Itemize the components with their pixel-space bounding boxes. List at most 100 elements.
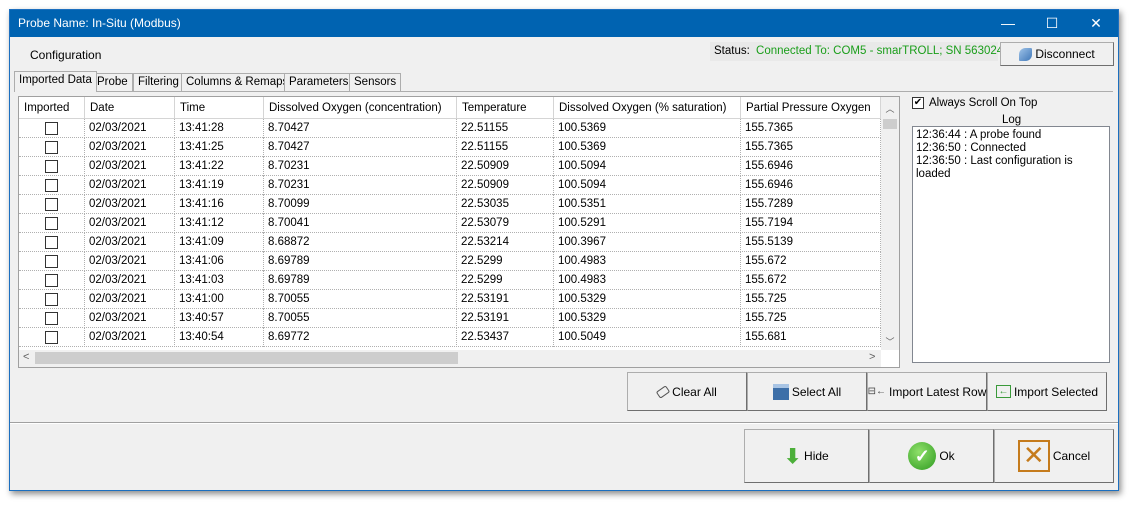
window-title: Probe Name: In-Situ (Modbus) bbox=[18, 16, 181, 30]
cancel-button[interactable]: ✕ Cancel bbox=[994, 429, 1114, 483]
table-cell: 02/03/2021 bbox=[85, 290, 175, 309]
table-row[interactable]: 02/03/2021 13:41:09 8.68872 22.53214 100.396… bbox=[19, 233, 881, 252]
log-title: Log bbox=[1002, 114, 1022, 126]
table-cell: 8.70427 bbox=[264, 119, 457, 138]
table-cell: 13:41:19 bbox=[175, 176, 264, 195]
imported-checkbox[interactable] bbox=[45, 160, 58, 173]
imported-checkbox[interactable] bbox=[45, 179, 58, 192]
imported-checkbox[interactable] bbox=[45, 274, 58, 287]
close-button[interactable]: ✕ bbox=[1090, 15, 1102, 31]
tab-sensors[interactable]: Sensors bbox=[349, 73, 402, 91]
column-header[interactable]: Partial Pressure Oxygen bbox=[741, 97, 881, 119]
table-cell: 100.5291 bbox=[554, 214, 741, 233]
table-cell: 100.5094 bbox=[554, 157, 741, 176]
table-cell: 02/03/2021 bbox=[85, 252, 175, 271]
scroll-down-icon[interactable]: ﹀ bbox=[885, 337, 895, 347]
table-row[interactable]: 02/03/2021 13:41:16 8.70099 22.53035 100.535… bbox=[19, 195, 881, 214]
tab-columns-remaps[interactable]: Columns & Remaps bbox=[181, 73, 294, 91]
table-row[interactable]: 02/03/2021 13:40:57 8.70055 22.53191 100.532… bbox=[19, 309, 881, 328]
table-row[interactable]: 02/03/2021 13:41:03 8.69789 22.5299 100.4983… bbox=[19, 271, 881, 290]
clear-all-button[interactable]: Clear All bbox=[627, 372, 747, 411]
hide-button[interactable]: ⬇ Hide bbox=[744, 429, 869, 483]
import-selected-button[interactable]: ← Import Selected bbox=[987, 372, 1107, 411]
table-cell: 8.70099 bbox=[264, 195, 457, 214]
select-all-button[interactable]: Select All bbox=[747, 372, 867, 411]
tab-filtering[interactable]: Filtering bbox=[133, 73, 184, 91]
table-row[interactable]: 02/03/2021 13:41:22 8.70231 22.50909 100.509… bbox=[19, 157, 881, 176]
imported-checkbox[interactable] bbox=[45, 331, 58, 344]
imported-checkbox[interactable] bbox=[45, 141, 58, 154]
checkbox-checked-icon[interactable]: ✔ bbox=[912, 97, 924, 109]
scroll-left-icon[interactable]: < bbox=[23, 351, 30, 363]
scroll-right-icon[interactable]: > bbox=[869, 351, 876, 363]
minimize-button[interactable]: — bbox=[1001, 15, 1015, 31]
import-latest-row-button[interactable]: ⊟← Import Latest Row bbox=[867, 372, 987, 411]
table-cell: 02/03/2021 bbox=[85, 309, 175, 328]
horizontal-scrollbar[interactable]: < > bbox=[19, 350, 881, 367]
column-header[interactable]: Dissolved Oxygen (% saturation) bbox=[554, 97, 741, 119]
table-cell: 155.5139 bbox=[741, 233, 881, 252]
always-scroll-checkbox[interactable]: ✔ Always Scroll On Top bbox=[912, 97, 1037, 109]
imported-checkbox[interactable] bbox=[45, 255, 58, 268]
table-cell: 13:41:06 bbox=[175, 252, 264, 271]
table-cell: 02/03/2021 bbox=[85, 176, 175, 195]
table-cell: 155.7194 bbox=[741, 214, 881, 233]
tab-probe[interactable]: Probe bbox=[92, 73, 133, 91]
imported-checkbox[interactable] bbox=[45, 236, 58, 249]
table-cell: 22.5299 bbox=[457, 252, 554, 271]
imported-checkbox[interactable] bbox=[45, 198, 58, 211]
table-cell: 8.69789 bbox=[264, 271, 457, 290]
table-cell: 13:40:57 bbox=[175, 309, 264, 328]
log-entry: 12:36:44 : A probe found bbox=[916, 129, 1042, 141]
title-bar: Probe Name: In-Situ (Modbus) — ☐ ✕ bbox=[10, 10, 1118, 37]
imported-checkbox[interactable] bbox=[45, 312, 58, 325]
imported-cell bbox=[19, 119, 85, 138]
vertical-scrollbar[interactable]: ︿ ﹀ bbox=[881, 97, 899, 350]
horizontal-scroll-thumb[interactable] bbox=[35, 352, 458, 364]
table-row[interactable]: 02/03/2021 13:41:19 8.70231 22.50909 100.509… bbox=[19, 176, 881, 195]
column-header[interactable]: Imported bbox=[19, 97, 85, 119]
tab-divider bbox=[14, 91, 1113, 92]
menu-configuration[interactable]: Configuration bbox=[30, 48, 102, 62]
tab-imported-data[interactable]: Imported Data bbox=[14, 71, 97, 92]
table-cell: 13:40:54 bbox=[175, 328, 264, 347]
table-cell: 02/03/2021 bbox=[85, 271, 175, 290]
import-icon: ← bbox=[995, 385, 1011, 398]
table-cell: 155.7365 bbox=[741, 119, 881, 138]
status-value: Connected To: COM5 - smarTROLL; SN 56302… bbox=[756, 45, 1004, 57]
imported-cell bbox=[19, 328, 85, 347]
table-cell: 22.53437 bbox=[457, 328, 554, 347]
arrow-down-icon: ⬇ bbox=[784, 445, 802, 468]
eraser-icon bbox=[655, 384, 671, 399]
table-cell: 8.70231 bbox=[264, 176, 457, 195]
table-cell: 22.5299 bbox=[457, 271, 554, 290]
table-cell: 100.5351 bbox=[554, 195, 741, 214]
table-row[interactable]: 02/03/2021 13:41:06 8.69789 22.5299 100.4983… bbox=[19, 252, 881, 271]
ok-button[interactable]: ✓ Ok bbox=[869, 429, 994, 483]
table-cell: 02/03/2021 bbox=[85, 157, 175, 176]
table-row[interactable]: 02/03/2021 13:41:12 8.70041 22.53079 100.529… bbox=[19, 214, 881, 233]
maximize-button[interactable]: ☐ bbox=[1045, 15, 1059, 31]
disconnect-button[interactable]: Disconnect bbox=[1000, 42, 1114, 66]
scroll-up-icon[interactable]: ︿ bbox=[885, 104, 895, 114]
table-cell: 02/03/2021 bbox=[85, 195, 175, 214]
table-cell: 155.7289 bbox=[741, 195, 881, 214]
table-row[interactable]: 02/03/2021 13:41:28 8.70427 22.51155 100.536… bbox=[19, 119, 881, 138]
table-cell: 13:41:03 bbox=[175, 271, 264, 290]
column-header[interactable]: Dissolved Oxygen (concentration) bbox=[264, 97, 457, 119]
vertical-scroll-thumb[interactable] bbox=[883, 119, 897, 129]
table-row[interactable]: 02/03/2021 13:41:00 8.70055 22.53191 100.532… bbox=[19, 290, 881, 309]
column-header[interactable]: Time bbox=[175, 97, 264, 119]
table-cell: 13:41:09 bbox=[175, 233, 264, 252]
column-header[interactable]: Date bbox=[85, 97, 175, 119]
imported-checkbox[interactable] bbox=[45, 217, 58, 230]
imported-checkbox[interactable] bbox=[45, 122, 58, 135]
table-row[interactable]: 02/03/2021 13:40:54 8.69772 22.53437 100.504… bbox=[19, 328, 881, 347]
table-row[interactable]: 02/03/2021 13:41:25 8.70427 22.51155 100.536… bbox=[19, 138, 881, 157]
cancel-label: Cancel bbox=[1052, 449, 1091, 463]
imported-checkbox[interactable] bbox=[45, 293, 58, 306]
table-cell: 22.53191 bbox=[457, 290, 554, 309]
tab-parameters[interactable]: Parameters bbox=[284, 73, 354, 91]
column-header[interactable]: Temperature bbox=[457, 97, 554, 119]
imported-cell bbox=[19, 195, 85, 214]
